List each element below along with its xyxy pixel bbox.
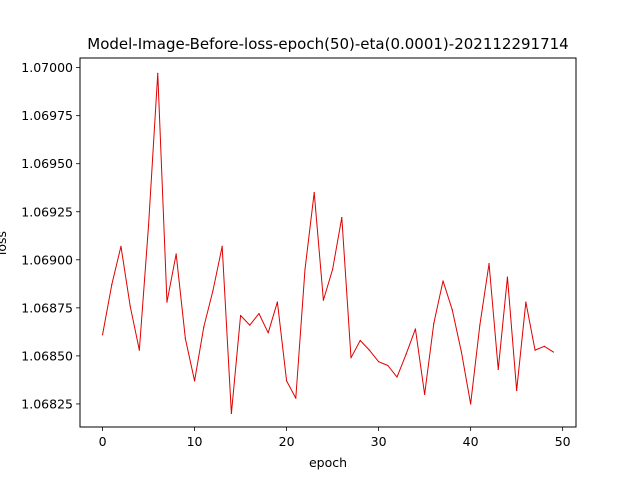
data-point [157,72,159,74]
data-point [120,245,122,247]
data-point [414,328,417,330]
x-tick-label: 10 [187,434,203,449]
data-point [424,393,426,395]
data-point [221,245,223,247]
y-tick-label: 1.06900 [21,252,73,267]
data-point [276,301,278,303]
data-point [359,339,361,342]
data-point [147,224,150,226]
chart-title: Model-Image-Before-loss-epoch(50)-eta(0.… [87,35,568,53]
data-point [285,380,288,382]
x-tick-label: 0 [99,434,107,449]
data-point [166,301,168,303]
data-point [506,276,509,278]
data-point [442,280,444,282]
plot-area-frame [79,57,577,428]
data-point [451,309,453,311]
y-tick-label: 1.06850 [21,348,73,363]
data-point [368,349,371,351]
data-point [101,334,104,336]
data-point [267,332,269,334]
x-axis-label: epoch [309,455,347,470]
y-tick-label: 1.06875 [21,300,73,315]
y-tick-label: 1.06825 [21,396,73,411]
data-point [433,322,435,324]
data-point [249,324,251,326]
series-line [102,72,554,415]
y-axis-label: loss [0,231,9,255]
data-point [258,313,260,315]
data-point [203,326,205,328]
data-point [332,268,334,271]
data-point [396,376,398,378]
y-tick-label: 1.06950 [21,156,73,171]
data-point [525,301,527,303]
data-point [516,389,518,392]
y-tick-label: 1.06975 [21,108,73,123]
data-point [488,263,490,265]
data-point [230,412,232,415]
y-tick-label: 1.06925 [21,204,73,219]
data-point [479,324,481,326]
data-point [175,253,177,255]
x-tick-label: 40 [463,434,479,449]
data-point [212,289,214,292]
x-tick-label: 20 [279,434,295,449]
data-point [405,353,407,355]
data-point [129,305,131,307]
data-point [460,351,463,353]
x-axis: 0 10 20 30 40 50 [99,427,571,449]
data-point [322,299,324,301]
series-layer [101,72,555,415]
data-point [543,345,545,347]
data-point [534,349,536,351]
data-point [341,216,343,219]
x-tick-label: 30 [371,434,387,449]
y-axis: 1.06825 1.06850 1.06875 1.06900 1.06925 1.069… [21,60,80,411]
data-point [313,191,315,194]
data-point [295,397,297,399]
data-point [497,368,499,370]
y-tick-label: 1.07000 [21,60,73,75]
data-point [378,361,380,363]
data-point [138,349,140,351]
data-point [111,284,113,286]
data-point [350,357,352,359]
data-point [552,351,555,353]
data-point [387,364,389,367]
data-point [184,337,186,340]
data-point [239,314,242,317]
x-tick-label: 50 [555,434,571,449]
data-point [193,380,196,382]
data-point [470,403,472,405]
data-point [304,268,306,271]
